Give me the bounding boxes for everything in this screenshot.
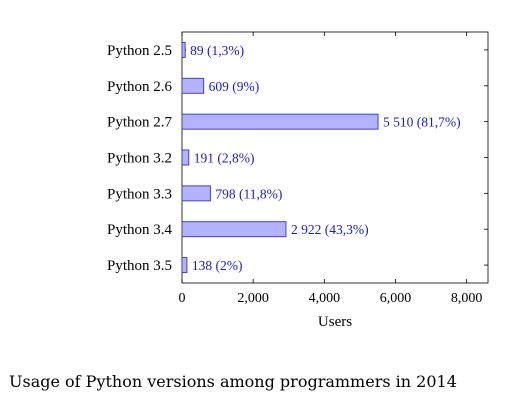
- data-label: 5 510 (81,7%): [383, 115, 461, 130]
- bar: [181, 41, 186, 58]
- category-label: Python 2.6: [107, 79, 173, 95]
- category-label: Python 3.4: [107, 222, 173, 238]
- figure-caption: Usage of Python versions among programme…: [9, 372, 457, 391]
- bars-group: [181, 41, 379, 274]
- category-label: Python 3.5: [107, 258, 172, 274]
- category-label: Python 3.2: [107, 151, 172, 167]
- data-labels: 89 (1,3%) 609 (9%) 5 510 (81,7%) 191 (2,8%)…: [190, 43, 461, 273]
- data-label: 89 (1,3%): [190, 43, 244, 58]
- category-label: Python 2.7: [107, 115, 173, 131]
- x-tick-label: 8,000: [451, 291, 483, 306]
- bar: [181, 185, 211, 202]
- x-axis-ticks: 0 2,000 4,000 6,000 8,000: [179, 32, 483, 306]
- x-tick-label: 0: [179, 291, 186, 306]
- x-tick-label: 4,000: [309, 291, 341, 306]
- bar: [181, 221, 287, 238]
- bar: [181, 113, 379, 130]
- data-label: 2 922 (43,3%): [291, 222, 369, 237]
- x-tick-label: 2,000: [237, 291, 269, 306]
- bar: [181, 149, 190, 166]
- bar: [181, 77, 205, 94]
- category-label: Python 3.3: [107, 186, 172, 202]
- bar: [181, 257, 188, 274]
- x-tick-label: 6,000: [380, 291, 412, 306]
- data-label: 609 (9%): [209, 79, 260, 94]
- data-label: 798 (11,8%): [215, 186, 282, 201]
- x-axis-label: Users: [318, 314, 352, 330]
- category-labels: Python 2.5 Python 2.6 Python 2.7 Python 3.2…: [107, 43, 173, 274]
- data-label: 138 (2%): [192, 258, 243, 273]
- data-label: 191 (2,8%): [194, 151, 255, 166]
- category-label: Python 2.5: [107, 43, 172, 59]
- bar-chart: Python 2.5 Python 2.6 Python 2.7 Python 3.2…: [107, 31, 489, 330]
